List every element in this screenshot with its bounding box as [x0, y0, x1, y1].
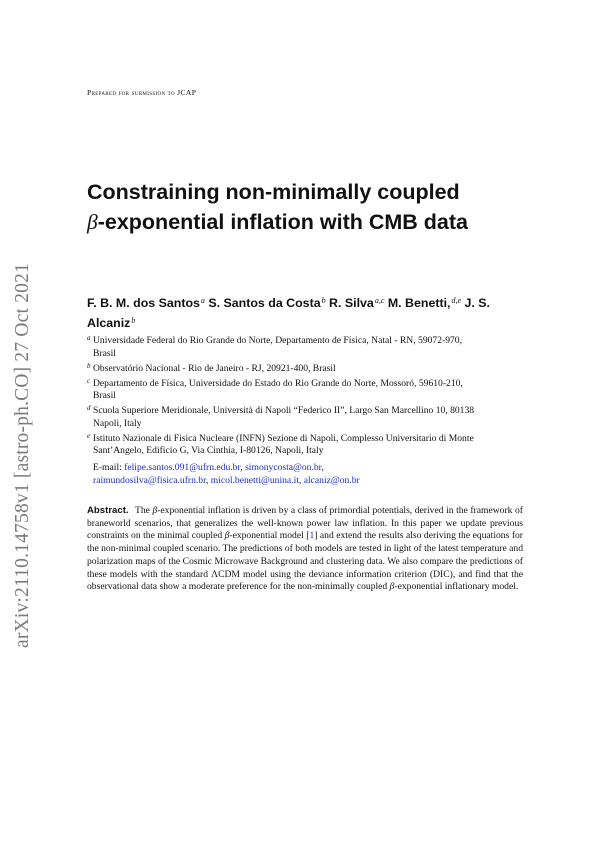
abstract-text: -exponential inflationary model.: [394, 581, 519, 593]
affiliation-text: Istituto Nazionale di Fisica Nucleare (I…: [93, 432, 474, 444]
author-name: S. Santos da Costa: [208, 296, 321, 310]
affiliation-item: d Scuola Superiore Meridionale, Universi…: [87, 404, 523, 430]
abstract-text: -exponential model [: [229, 530, 310, 542]
title-line-2: -exponential inflation with CMB data: [97, 210, 468, 234]
abstract-text: The: [134, 505, 153, 516]
author-affiliation-mark: a,c: [374, 296, 385, 305]
affiliation-mark: c: [87, 376, 91, 385]
affiliation-text: Universidade Federal do Rio Grande do No…: [93, 335, 462, 346]
abstract-text: -exponential inflation is driven by a cl…: [87, 505, 523, 542]
email-link[interactable]: alcaniz@on.br: [303, 474, 360, 486]
affiliation-item: b Observatório Nacional - Rio de Janeiro…: [87, 361, 523, 376]
beta-symbol: β: [224, 530, 230, 542]
beta-symbol: β: [389, 581, 395, 593]
author-name: R. Silva: [329, 296, 374, 310]
affiliation-item: e Istituto Nazionale di Fisica Nucleare …: [87, 431, 523, 458]
email-label: E-mail:: [93, 461, 122, 473]
arxiv-identifier: arXiv:2110.14758v1 [astro-ph.CO] 27 Oct …: [12, 262, 33, 648]
email-block: E-mail: felipe.santos.091@ufrn.edu.br, s…: [93, 461, 360, 486]
author-list: F. B. M. dos Santosa S. Santos da Costab…: [87, 292, 527, 332]
author-affiliation-mark: a: [200, 296, 205, 305]
paper-title: Constraining non-minimally coupled β-exp…: [87, 177, 527, 237]
affiliation-item: c Departamento de Física, Universidade d…: [87, 376, 523, 403]
affiliation-list: a Universidade Federal do Rio Grande do …: [87, 334, 523, 487]
author-affiliation-mark: b: [321, 296, 326, 305]
affiliation-mark: a: [87, 334, 91, 342]
author-affiliation-mark: d,e: [451, 296, 462, 305]
journal-prepared-note: Prepared for submission to JCAP: [87, 88, 197, 97]
affiliation-text: Scuola Superiore Meridionale, Università…: [93, 405, 475, 417]
affiliation-country: Napoli, Italy: [93, 417, 142, 429]
author-name: J. S. Alcaniz: [87, 296, 490, 330]
title-beta-symbol: β: [87, 210, 98, 234]
affiliation-text: Departamento de Física, Universidade do …: [93, 377, 463, 389]
beta-symbol: β: [152, 505, 158, 516]
abstract-text: ] and extend the results also deriving t…: [87, 530, 524, 593]
arxiv-sidebar-stamp: arXiv:2110.14758v1 [astro-ph.CO] 27 Oct …: [12, 248, 36, 648]
email-link[interactable]: simonycosta@on.br: [245, 461, 322, 473]
email-link[interactable]: micol.benetti@unina.it: [210, 474, 299, 486]
affiliation-country: Brasil: [93, 390, 116, 402]
email-link[interactable]: raimundosilva@fisica.ufrn.br: [93, 474, 206, 486]
citation-link[interactable]: 1: [309, 530, 315, 542]
abstract: Abstract. The β-exponential inflation is…: [87, 505, 523, 594]
affiliation-country: Sant’Angelo, Edificio G, Via Cinthia, I-…: [93, 445, 324, 457]
affiliation-mark: b: [87, 361, 91, 370]
author-name: F. B. M. dos Santos: [87, 296, 200, 310]
affiliation-item: a Universidade Federal do Rio Grande do …: [87, 334, 523, 360]
title-line-1: Constraining non-minimally coupled: [87, 180, 460, 204]
affiliation-mark: e: [87, 431, 91, 440]
affiliation-country: Brasil: [93, 347, 116, 359]
author-affiliation-mark: b: [131, 316, 136, 325]
affiliation-text: Observatório Nacional - Rio de Janeiro -…: [93, 362, 336, 374]
author-name: M. Benetti,: [387, 296, 451, 310]
abstract-label: Abstract.: [87, 505, 129, 516]
affiliation-mark: d: [87, 404, 91, 413]
email-link[interactable]: felipe.santos.091@ufrn.edu.br: [124, 461, 241, 473]
